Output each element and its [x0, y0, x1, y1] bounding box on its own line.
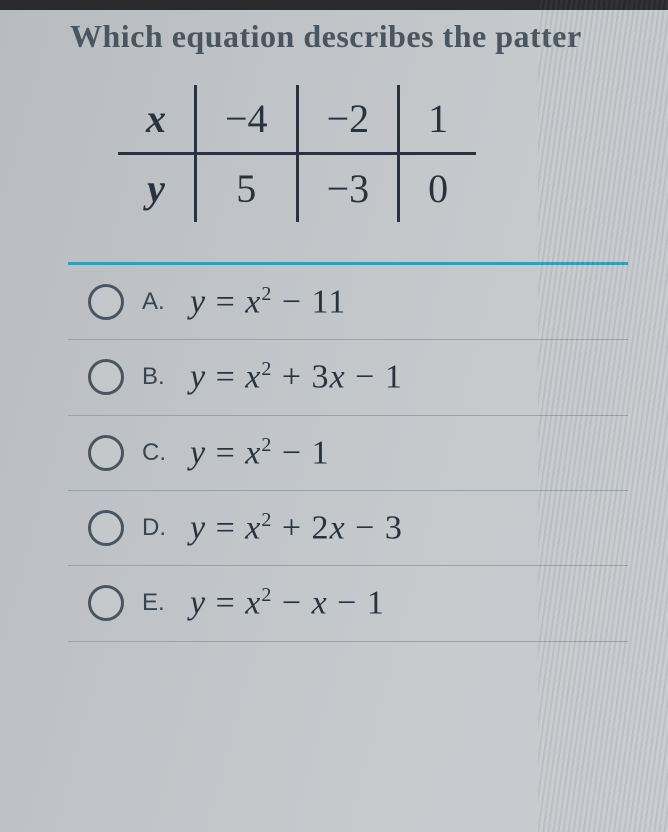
row-header-y: y: [118, 154, 196, 223]
x-cell: 1: [399, 85, 477, 154]
y-cell: 5: [196, 154, 298, 223]
option-e[interactable]: E. y = x2 − x − 1: [68, 566, 628, 641]
table-row-x: x −4 −2 1: [118, 85, 476, 154]
option-equation: y = x2 − x − 1: [190, 584, 385, 622]
option-letter: B.: [142, 363, 172, 391]
browser-chrome-strip: [0, 0, 668, 10]
x-cell: −4: [196, 85, 298, 154]
radio-icon: [88, 284, 124, 320]
option-equation: y = x2 + 3x − 1: [190, 358, 403, 396]
radio-icon: [88, 435, 124, 471]
option-a[interactable]: A. y = x2 − 11: [68, 265, 628, 340]
table-row-y: y 5 −3 0: [118, 154, 476, 223]
option-c[interactable]: C. y = x2 − 1: [68, 416, 628, 491]
option-equation: y = x2 − 1: [190, 434, 330, 472]
xy-table: x −4 −2 1 y 5 −3 0: [118, 85, 476, 222]
y-cell: −3: [297, 154, 399, 223]
option-letter: A.: [142, 288, 172, 316]
radio-icon: [88, 585, 124, 621]
option-d[interactable]: D. y = x2 + 2x − 3: [68, 491, 628, 566]
option-letter: C.: [142, 439, 172, 467]
option-letter: D.: [142, 514, 172, 542]
question-text: Which equation describes the patter: [58, 10, 668, 85]
xy-table-wrap: x −4 −2 1 y 5 −3 0: [58, 85, 668, 262]
option-equation: y = x2 − 11: [190, 283, 346, 321]
question-page: Which equation describes the patter x −4…: [0, 10, 668, 642]
y-cell: 0: [399, 154, 477, 223]
radio-icon: [88, 359, 124, 395]
x-cell: −2: [297, 85, 399, 154]
radio-icon: [88, 510, 124, 546]
answer-options: A. y = x2 − 11 B. y = x2 + 3x − 1 C. y =…: [68, 262, 628, 642]
option-b[interactable]: B. y = x2 + 3x − 1: [68, 340, 628, 415]
row-header-x: x: [118, 85, 196, 154]
option-equation: y = x2 + 2x − 3: [190, 509, 403, 547]
option-letter: E.: [142, 589, 172, 617]
